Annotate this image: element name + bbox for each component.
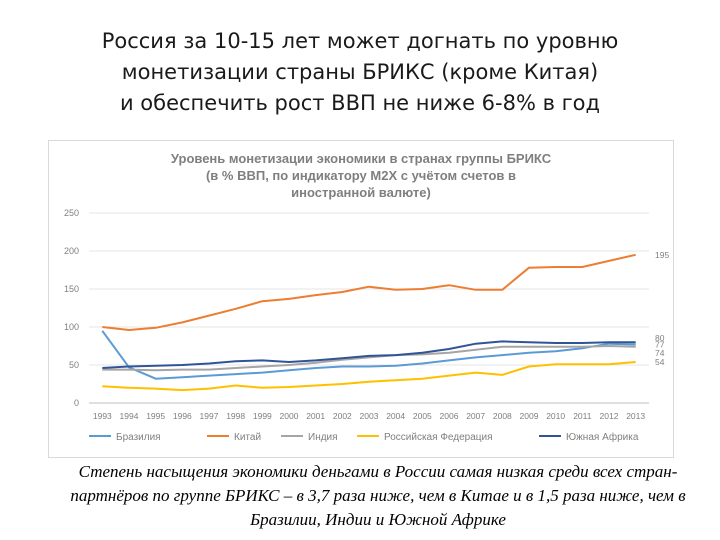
legend-label: Индия [308,432,338,443]
x-tick-label: 2000 [280,411,299,421]
x-tick-label: 2005 [413,411,432,421]
legend-label: Бразилия [116,432,161,443]
series-end-label: 80 [655,333,665,343]
x-tick-label: 2001 [306,411,325,421]
series-end-label: 195 [655,250,669,260]
x-tick-label: 2013 [626,411,645,421]
series-line [102,361,636,392]
x-tick-label: 2008 [493,411,512,421]
series-line [101,330,636,380]
series-line [102,340,636,369]
y-tick-label: 200 [64,246,79,256]
chart-title-line: иностранной валюте) [291,185,431,200]
x-tick-label: 2012 [600,411,619,421]
x-tick-label: 2009 [520,411,539,421]
chart-title-line: (в % ВВП, по индикатору M2X с учётом сче… [206,168,516,183]
x-tick-label: 1999 [253,411,272,421]
x-tick-label: 1993 [93,411,112,421]
x-tick-label: 2004 [386,411,405,421]
slide-title-line: Россия за 10-15 лет может догнать по уро… [101,29,619,53]
x-tick-label: 1995 [146,411,165,421]
x-tick-label: 2002 [333,411,352,421]
series-end-label: 54 [655,357,665,367]
x-tick-label: 1998 [226,411,245,421]
legend-label: Китай [234,432,261,443]
x-tick-label: 1996 [173,411,192,421]
x-tick-label: 2006 [440,411,459,421]
series-line [102,253,636,331]
y-tick-label: 0 [74,398,79,408]
legend-label: Российская Федерация [384,432,493,443]
x-tick-label: 2007 [466,411,485,421]
y-tick-label: 50 [69,360,79,370]
chart-title-line: Уровень монетизации экономики в странах … [171,151,552,166]
x-tick-label: 2011 [573,411,592,421]
x-tick-label: 2010 [546,411,565,421]
y-tick-label: 100 [64,322,79,332]
series-end-label: 77 [655,339,665,349]
x-tick-label: 1997 [200,411,219,421]
slide-title-line: и обеспечить рост ВВП не ниже 6-8% в год [119,91,601,115]
line-chart: Уровень монетизации экономики в странах … [64,151,669,443]
slide-title-line: монетизации страны БРИКС (кроме Китая) [121,60,599,84]
x-tick-label: 2003 [360,411,379,421]
series-end-label: 74 [655,348,665,358]
y-tick-label: 250 [64,208,79,218]
y-tick-label: 150 [64,284,79,294]
series-line [102,345,636,372]
slide-caption: Степень насыщения экономики деньгами в Р… [70,462,686,529]
x-tick-label: 1994 [120,411,139,421]
chart-frame: Уровень монетизации экономики в странах … [48,140,674,458]
slide-title: Россия за 10-15 лет может догнать по уро… [30,26,690,119]
legend-label: Южная Африка [566,431,639,443]
